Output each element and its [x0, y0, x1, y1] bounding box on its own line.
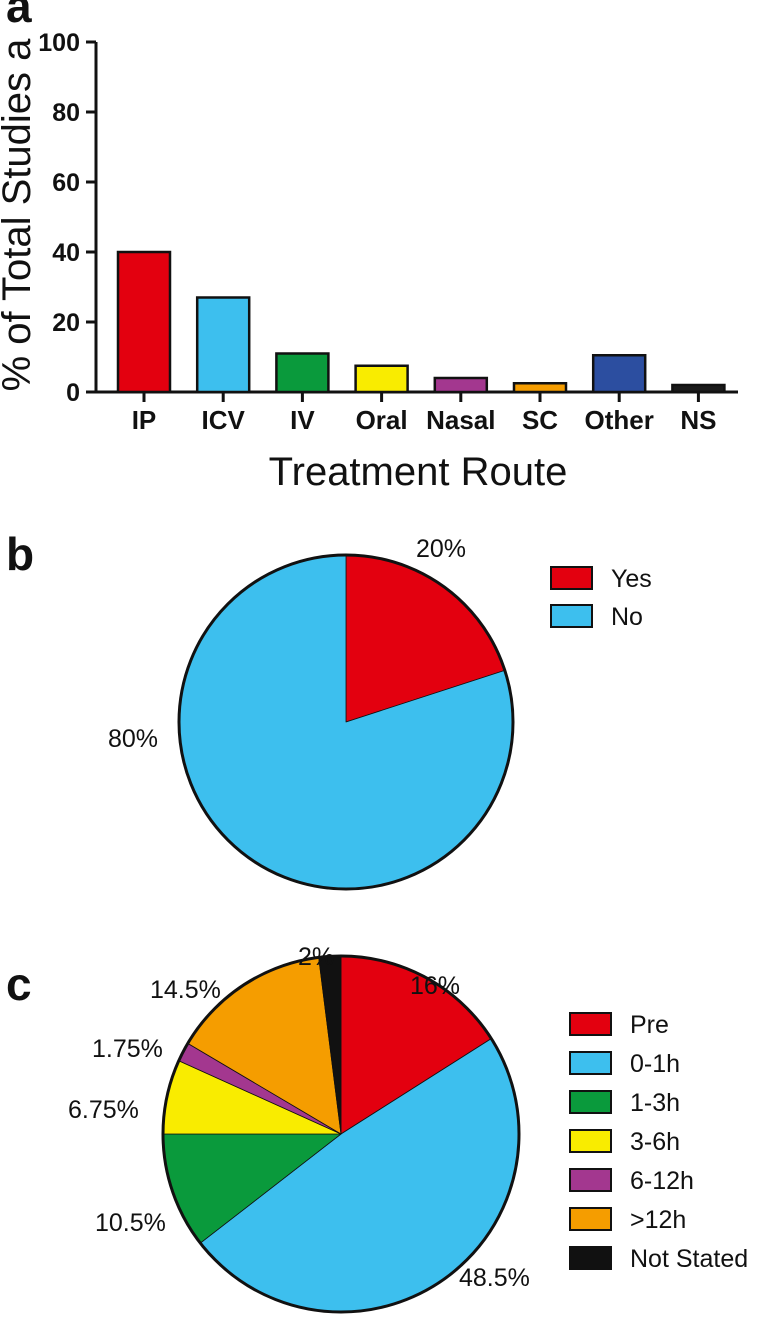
legend-swatch-not-stated [569, 1246, 612, 1270]
legend-swatch-pre [569, 1012, 612, 1036]
pie-c-label-0-1h: 48.5% [459, 1264, 530, 1292]
pie-b-label-no: 80% [108, 725, 158, 753]
x-tick-label-nasal: Nasal [426, 405, 495, 435]
legend-swatch-1-3h [569, 1090, 612, 1114]
x-axis-title: Treatment Route [269, 450, 568, 494]
panel-b: b 20% 80% Yes No [6, 528, 652, 891]
x-tick-label-iv: IV [290, 405, 315, 435]
pie-c-label-not-stated: 2% [298, 943, 334, 971]
pie-c [161, 954, 521, 1314]
y-axis-title: % of Total Studies a [0, 38, 39, 392]
legend-swatch-no [550, 604, 593, 628]
pie-outline [161, 954, 521, 1314]
y-tick-label: 60 [52, 169, 80, 197]
legend-b: Yes No [550, 565, 652, 631]
legend-label-6-12h: 6-12h [630, 1167, 694, 1195]
pie-c-label-3-6h: 6.75% [68, 1096, 139, 1124]
panel-c-letter: c [6, 958, 32, 1010]
legend-label-1-3h: 1-3h [630, 1089, 680, 1117]
x-tick-label-ip: IP [132, 405, 157, 435]
bar-nasal [433, 376, 489, 394]
pie-c-label-1-3h: 10.5% [95, 1209, 166, 1237]
legend-label-no: No [611, 603, 643, 631]
legend-label-over-12h: >12h [630, 1206, 686, 1234]
x-tick-label-other: Other [585, 405, 654, 435]
panel-a-letter: a [6, 0, 32, 32]
y-ticks: 0 20 40 60 80 100 [38, 29, 96, 407]
y-tick-label: 20 [52, 309, 80, 337]
panel-a: a % of Total Studies a 0 20 40 60 80 100 IP IC… [0, 0, 738, 494]
bar-other [591, 354, 647, 394]
pie-c-label-6-12h: 1.75% [92, 1035, 163, 1063]
legend-label-yes: Yes [611, 565, 652, 593]
x-tick-label-oral: Oral [356, 405, 408, 435]
x-tick-label-sc: SC [522, 405, 558, 435]
legend-label-pre: Pre [630, 1011, 669, 1039]
x-tick-label-icv: ICV [202, 405, 246, 435]
panel-c: c 16% 48.5% 10.5% 6.75% 1.75% 14.5% 2% P… [6, 943, 748, 1314]
legend-swatch-over-12h [569, 1207, 612, 1231]
bars [116, 250, 726, 394]
pie-b [177, 553, 515, 891]
bar-iv [275, 352, 330, 394]
panel-b-letter: b [6, 528, 34, 580]
legend-label-0-1h: 0-1h [630, 1050, 680, 1078]
pie-c-label-over-12h: 14.5% [150, 976, 221, 1004]
x-tick-label-ns: NS [680, 405, 716, 435]
category-labels: IP ICV IV Oral Nasal SC Other NS [132, 392, 716, 435]
y-tick-label: 40 [52, 239, 80, 267]
pie-b-label-yes: 20% [416, 535, 466, 563]
y-tick-label: 100 [38, 29, 80, 57]
bar-ip [116, 250, 172, 394]
y-tick-label: 80 [52, 99, 80, 127]
legend-swatch-0-1h [569, 1051, 612, 1075]
pie-c-label-pre: 16% [410, 972, 460, 1000]
legend-c: Pre 0-1h 1-3h 3-6h 6-12h >12h Not Stated [569, 1011, 748, 1273]
bar-ns [671, 383, 726, 394]
bar-icv [195, 296, 251, 394]
y-tick-label: 0 [66, 379, 80, 407]
legend-swatch-3-6h [569, 1129, 612, 1153]
legend-swatch-6-12h [569, 1168, 612, 1192]
legend-label-3-6h: 3-6h [630, 1128, 680, 1156]
legend-swatch-yes [550, 566, 593, 590]
legend-label-not-stated: Not Stated [630, 1245, 748, 1273]
bar-sc [512, 382, 568, 394]
bar-oral [354, 364, 409, 394]
pie-outline [177, 553, 515, 891]
